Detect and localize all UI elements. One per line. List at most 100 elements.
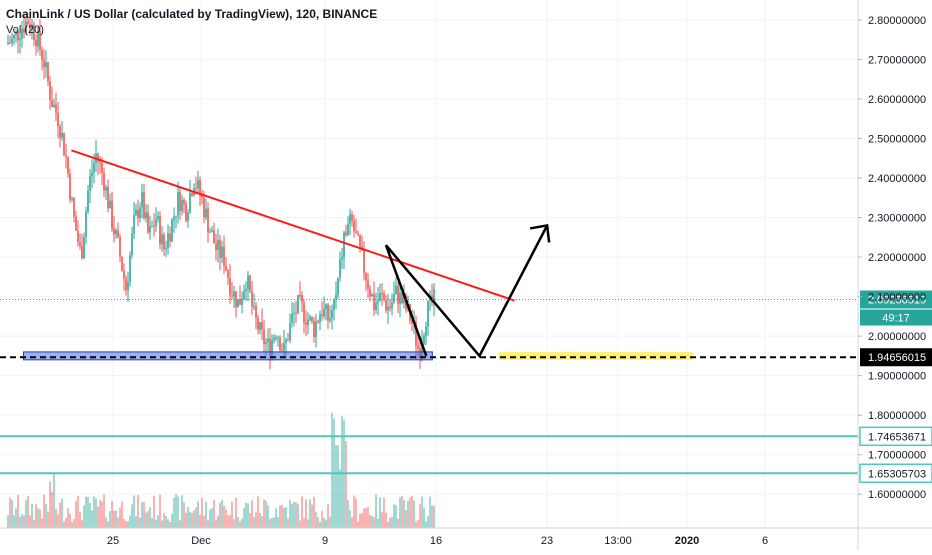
volume-bar xyxy=(307,519,309,528)
candle-body xyxy=(19,38,21,41)
candle-body xyxy=(145,212,147,219)
candle-body xyxy=(25,21,27,33)
volume-bar xyxy=(79,511,81,528)
candle-body xyxy=(181,199,183,212)
candle-body xyxy=(39,31,41,50)
candle-body xyxy=(191,192,193,196)
candle-body xyxy=(349,214,351,224)
candle-body xyxy=(315,321,317,337)
volume-bar xyxy=(165,515,167,528)
candle-body xyxy=(23,28,25,33)
volume-bar xyxy=(67,508,69,528)
volume-bar xyxy=(303,518,305,528)
volume-bar xyxy=(43,494,45,528)
volume-bar xyxy=(59,502,61,528)
candle-body xyxy=(135,209,137,215)
candle-body xyxy=(293,312,295,314)
volume-bar xyxy=(57,514,59,528)
candle-body xyxy=(311,316,313,322)
candle-body xyxy=(215,243,217,251)
candle-body xyxy=(417,345,419,349)
volume-bar xyxy=(337,445,339,528)
volume-bar xyxy=(255,512,257,528)
volume-bar xyxy=(315,512,317,528)
candle-body xyxy=(393,294,395,303)
volume-bar xyxy=(177,496,179,528)
candle-body xyxy=(157,215,159,220)
volume-bar xyxy=(131,504,133,528)
volume-bar xyxy=(375,494,377,528)
candle-body xyxy=(381,293,383,295)
volume-bar xyxy=(191,512,193,528)
candle-body xyxy=(123,270,125,279)
y-tick-label: 2.70000000 xyxy=(868,54,926,66)
volume-bar xyxy=(203,515,205,528)
volume-bar xyxy=(293,501,295,528)
volume-bar xyxy=(113,510,115,528)
candle-body xyxy=(375,302,377,310)
candle-body xyxy=(67,156,69,174)
candle-body xyxy=(355,231,357,233)
candle-body xyxy=(297,294,299,313)
candle-body xyxy=(189,192,191,213)
volume-bar xyxy=(109,511,111,528)
candle-body xyxy=(159,215,161,245)
candle-body xyxy=(29,23,31,30)
candle-body xyxy=(237,299,239,308)
candle-body xyxy=(385,300,387,311)
volume-bar xyxy=(359,513,361,528)
volume-bar xyxy=(275,508,277,528)
volume-bar xyxy=(245,502,247,528)
volume-bar xyxy=(149,507,151,528)
candle-body xyxy=(57,112,59,127)
volume-bar xyxy=(71,521,73,528)
volume-bar xyxy=(81,520,83,528)
volume-bar xyxy=(243,508,245,528)
candle-body xyxy=(369,288,371,297)
volume-bar xyxy=(423,507,425,528)
volume-bar xyxy=(21,514,23,528)
candle-body xyxy=(197,179,199,189)
volume-bar xyxy=(193,510,195,528)
candle-body xyxy=(105,186,107,191)
volume-bar xyxy=(183,502,185,528)
candle-body xyxy=(103,172,105,191)
candle-body xyxy=(33,24,35,41)
volume-bar xyxy=(173,497,175,528)
volume-bar xyxy=(427,516,429,528)
candle-body xyxy=(203,197,205,218)
y-tick-label: 1.70000000 xyxy=(868,450,926,462)
y-tick-label: 1.90000000 xyxy=(868,371,926,383)
volume-bar xyxy=(279,505,281,528)
volume-bar xyxy=(61,498,63,528)
volume-bar xyxy=(205,501,207,528)
volume-bar xyxy=(227,515,229,528)
candle-body xyxy=(131,233,133,256)
candle-body xyxy=(295,312,297,314)
candle-body xyxy=(99,161,101,163)
volume-bar xyxy=(367,506,369,528)
volume-bar xyxy=(189,512,191,528)
candle-body xyxy=(231,295,233,297)
volume-bar xyxy=(83,505,85,528)
volume-bar xyxy=(215,519,217,528)
candle-body xyxy=(61,132,63,138)
volume-bar xyxy=(187,507,189,528)
volume-bar xyxy=(253,517,255,528)
volume-bar xyxy=(321,510,323,528)
y-tick-label: 1.80000000 xyxy=(868,410,926,422)
candle-body xyxy=(199,179,201,196)
volume-bar xyxy=(53,474,55,528)
volume-bar xyxy=(213,499,215,528)
candle-body xyxy=(17,31,19,41)
candle-body xyxy=(229,277,231,296)
level-2-label-box xyxy=(859,463,932,484)
volume-bar xyxy=(159,494,161,528)
candle-body xyxy=(421,343,423,359)
volume-bar xyxy=(97,506,99,528)
volume-bar xyxy=(433,505,435,528)
candle-body xyxy=(219,239,221,258)
volume-bar xyxy=(47,511,49,528)
